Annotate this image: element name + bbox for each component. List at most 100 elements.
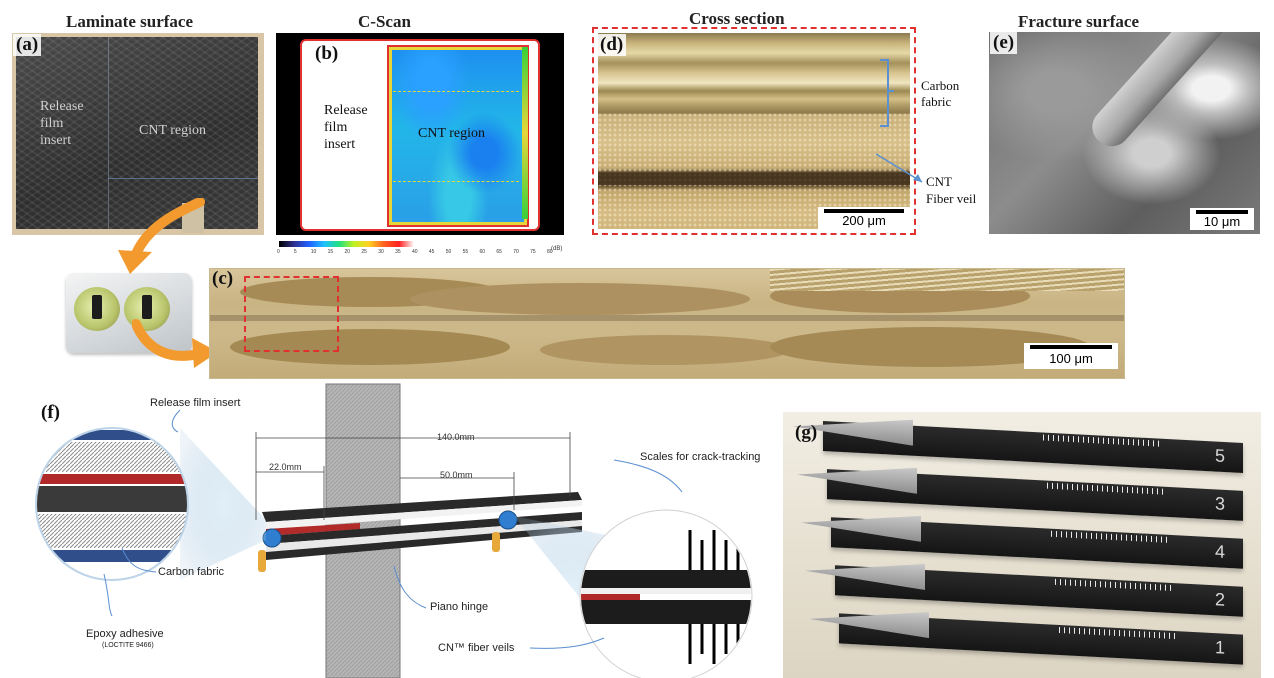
right-hinge-blue: [498, 510, 518, 530]
specimen-hinge-tab: [809, 606, 929, 638]
specimen-strip: 2: [835, 565, 1243, 617]
c-top-fiber-bundle: [770, 269, 1124, 291]
long-section-scalebar-bar: [1030, 345, 1112, 349]
specimen-hinge-tab: [797, 462, 917, 494]
title-c-scan: C-Scan: [358, 12, 411, 31]
specimen-ruler-scale: [1047, 482, 1167, 495]
laminate-weave-texture: [16, 37, 258, 229]
laminate-release-label: Release film insert: [40, 99, 84, 148]
release-insert-annotation: Release film insert: [150, 397, 241, 409]
specimen-hinge-tab: [805, 558, 925, 590]
specimen-strip: 4: [831, 517, 1243, 569]
c-scan-cnt-field: [387, 45, 529, 227]
specimen-ruler-scale: [1051, 530, 1171, 544]
c-veil-interlayer: [210, 315, 1124, 321]
loctite-annotation: (LOCTITE 9466): [102, 642, 154, 649]
c-scan-colorbar-ticks: 0 5 10 15 20 25 30 35 40 45 50 55 60 65 70 75 80: [277, 249, 553, 259]
orange-arrow-to-section: [132, 319, 218, 368]
left-hinge-pin: [258, 550, 266, 572]
orange-arrow-to-mount: [118, 198, 205, 274]
colorbar-tick-label: 60: [479, 249, 486, 255]
specimen-ruler-scale: [1043, 434, 1163, 447]
colorbar-tick-label: 70: [513, 249, 519, 255]
c-ply-lower-1: [230, 329, 510, 365]
long-section-scalebar-label: 100 μm: [1049, 351, 1093, 366]
colorbar-tick-label: 25: [361, 249, 367, 255]
epoxy-adhesive-annotation: Epoxy adhesive: [86, 628, 164, 640]
long-cross-section-micrograph: [209, 268, 1125, 379]
specimens-photo: 5 3 4 2 1: [783, 412, 1261, 678]
specimen-ruler-scale: [1059, 626, 1179, 640]
cross-section-scalebar-bar: [824, 209, 904, 213]
dimension-lines: [255, 432, 571, 520]
mount-specimen-right: [142, 295, 152, 319]
carbon-fabric-annotation: Carbon fabric: [158, 566, 225, 578]
left-zoom-circle: [35, 427, 189, 581]
colorbar-tick-label: 35: [395, 249, 401, 255]
specimen-number: 4: [1214, 541, 1225, 562]
c-ply-upper-2: [410, 283, 750, 315]
specimen-number: 2: [1214, 589, 1225, 610]
left-magnifier-cone: [180, 428, 266, 580]
fracture-surface-sem: [989, 32, 1260, 234]
panel-label-f: (f): [41, 402, 60, 423]
panel-label-d: (d): [597, 34, 627, 56]
fracture-scalebar-bar: [1196, 210, 1248, 214]
c-scan-cnt-label: CNT region: [418, 126, 486, 141]
panel-label-g: (g): [795, 422, 818, 443]
c-scan-image: [276, 33, 564, 235]
long-section-scalebar: 100 μm: [1024, 343, 1118, 369]
c-scan-colorbar-unit: (dB): [551, 246, 563, 252]
specimen-ruler-scale: [1055, 578, 1175, 592]
right-zoom-circle: [579, 509, 753, 678]
colorbar-tick-label: 30: [378, 249, 384, 255]
specimen-mount-block: [66, 273, 192, 353]
panel-label-a: (a): [13, 34, 42, 56]
mount-specimen-left: [92, 295, 102, 319]
cross-section-micrograph: [598, 33, 910, 229]
colorbar-tick-label: 75: [530, 249, 536, 255]
c-scan-dashed-bottom: [393, 181, 519, 182]
laminate-cnt-label: CNT region: [139, 123, 207, 138]
cross-section-scalebar: 200 μm: [818, 207, 910, 229]
dim-22mm: 22.0mm: [269, 462, 302, 472]
colorbar-tick-label: 65: [496, 249, 502, 255]
specimen-number: 1: [1214, 637, 1225, 658]
fracture-scalebar-label: 10 μm: [1203, 214, 1241, 229]
carbon-fabric-bracket: [880, 59, 894, 127]
dim-140mm: 140.0mm: [437, 432, 475, 442]
carbon-fabric-label: Carbon fabric: [921, 78, 960, 109]
panel-label-c: (c): [212, 268, 234, 289]
specimen-number: 3: [1214, 493, 1225, 514]
c-dashed-inset-box: [244, 276, 339, 352]
title-fracture-surface: Fracture surface: [1018, 12, 1139, 31]
colorbar-tick-label: 15: [327, 249, 334, 255]
specimen-strip: 5: [823, 421, 1243, 474]
c-scan-edge-strip: [522, 47, 528, 219]
cross-section-frame: [592, 27, 916, 235]
specimen-strip: 1: [839, 613, 1243, 665]
piano-hinge-annotation: Piano hinge: [430, 601, 489, 613]
colorbar-tick-label: 45: [428, 249, 435, 255]
colorbar-tick-label: 55: [462, 249, 469, 255]
specimen-number: 5: [1214, 445, 1225, 467]
laminate-cut-line: [108, 178, 258, 179]
scales-annotation: Scales for crack-tracking: [640, 451, 761, 463]
panel-label-e: (e): [990, 32, 1018, 54]
colorbar-tick-label: 10: [310, 249, 317, 255]
colorbar-tick-label: 50: [445, 249, 452, 255]
dim-50mm: 50.0mm: [440, 470, 473, 480]
title-cross-section: Cross section: [689, 9, 785, 28]
c-scan-dashed-top: [393, 91, 519, 92]
laminate-surface-photo: [12, 33, 264, 235]
dcb-schematic: [35, 383, 753, 678]
fracture-scalebar: 10 μm: [1190, 208, 1254, 230]
colorbar-tick-label: 80: [547, 249, 553, 255]
colorbar-tick-label: 5: [293, 249, 297, 255]
c-scan-release-label: Release film insert: [324, 103, 368, 152]
colorbar-tick-label: 0: [277, 249, 280, 255]
annotation-leaders: [103, 409, 683, 649]
colorbar-tick-label: 40: [412, 249, 418, 255]
colorbar-tick-label: 20: [344, 249, 351, 255]
right-hinge-pin: [492, 532, 500, 552]
